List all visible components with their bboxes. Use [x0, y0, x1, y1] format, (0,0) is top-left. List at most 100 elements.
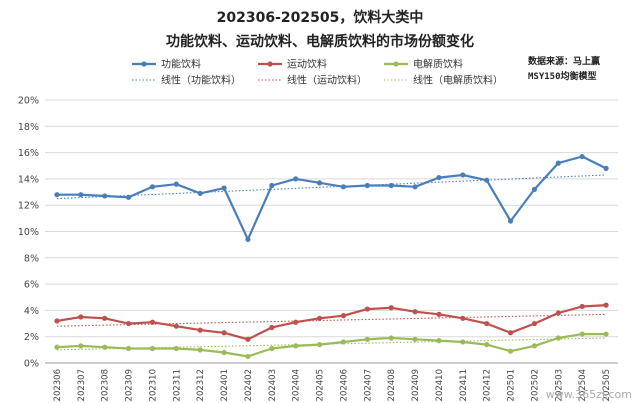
data-point — [555, 335, 561, 341]
x-tick-label: 202505 — [602, 369, 612, 401]
trendline — [56, 174, 607, 200]
data-point — [579, 153, 585, 160]
data-point — [173, 323, 179, 329]
x-tick-label: 202312 — [196, 369, 206, 401]
chart-title: 202306-202505，饮料大类中 — [217, 9, 424, 26]
y-tick-label: 10% — [18, 227, 39, 238]
data-point — [78, 314, 84, 320]
x-tick-label: 202504 — [578, 369, 588, 401]
data-point — [54, 318, 60, 324]
data-point — [125, 194, 132, 200]
x-tick-label: 202408 — [387, 369, 397, 401]
data-point — [579, 331, 585, 337]
data-point — [197, 347, 203, 353]
legend-series-label: 运动饮料 — [287, 58, 327, 71]
data-point — [173, 345, 179, 352]
x-tick-label: 202404 — [292, 369, 302, 401]
data-point — [221, 185, 227, 191]
data-point — [507, 348, 514, 354]
data-point — [340, 184, 347, 190]
x-tick-label: 202311 — [172, 369, 182, 401]
y-tick-label: 18% — [18, 122, 39, 133]
data-point — [603, 165, 609, 171]
data-series — [54, 153, 609, 360]
x-tick-label: 202402 — [244, 369, 254, 401]
data-point — [293, 343, 299, 349]
legend-series-marker — [267, 61, 273, 67]
data-point — [125, 345, 132, 352]
data-point — [364, 306, 370, 312]
x-tick-label: 202412 — [483, 369, 493, 401]
y-tick-label: 0% — [24, 359, 39, 370]
data-point — [484, 177, 490, 183]
source-note: 数据来源：马上赢 — [528, 55, 600, 67]
data-point — [221, 330, 227, 336]
watermark: www.365zj.com — [546, 388, 632, 401]
data-point — [460, 315, 466, 321]
data-point — [54, 344, 60, 350]
data-point — [221, 349, 227, 356]
data-point — [579, 303, 585, 310]
data-point — [388, 335, 394, 341]
data-point — [388, 305, 394, 311]
data-point — [484, 320, 490, 327]
y-axis-tick-labels: 0% 2% 4% 6% 8% 10% 12% 14% 16% 18% 20% — [18, 96, 39, 370]
y-tick-label: 6% — [24, 280, 39, 291]
legend-series-label: 功能饮料 — [161, 58, 201, 71]
data-point — [436, 338, 442, 344]
data-point — [388, 182, 394, 189]
data-point — [364, 182, 370, 189]
legend-trendline-label: 线性（功能饮料） — [161, 74, 241, 87]
data-point — [293, 319, 299, 325]
data-point — [436, 174, 442, 181]
data-point — [197, 327, 203, 333]
y-tick-label: 12% — [18, 201, 39, 212]
data-point — [412, 336, 418, 342]
data-point — [340, 313, 347, 319]
series-line — [56, 304, 607, 341]
x-tick-label: 202405 — [316, 369, 326, 401]
data-point — [364, 336, 370, 342]
x-tick-label: 202503 — [554, 369, 564, 401]
data-point — [531, 343, 538, 349]
data-point — [269, 345, 275, 352]
legend-series-marker — [141, 61, 147, 67]
data-point — [102, 315, 108, 321]
trendline — [56, 313, 607, 327]
data-point — [555, 310, 561, 316]
data-point — [316, 315, 323, 321]
data-point — [412, 184, 418, 190]
series-line — [56, 155, 607, 241]
x-tick-label: 202310 — [148, 369, 158, 401]
data-point — [149, 319, 156, 325]
data-point — [460, 172, 466, 178]
x-tick-label: 202401 — [220, 369, 230, 401]
data-point — [555, 160, 561, 166]
model-note: MSY150均衡模型 — [528, 70, 597, 82]
x-tick-label: 202306 — [53, 369, 63, 401]
y-tick-label: 20% — [18, 96, 39, 107]
y-tick-label: 4% — [24, 306, 39, 317]
data-point — [484, 341, 490, 348]
data-point — [173, 181, 179, 187]
data-point — [78, 343, 84, 349]
y-tick-label: 16% — [18, 148, 39, 159]
data-point — [507, 330, 514, 336]
chart-subtitle: 功能饮料、运动饮料、电解质饮料的市场份额变化 — [166, 33, 474, 50]
data-point — [125, 320, 132, 327]
data-point — [102, 193, 108, 199]
data-point — [603, 302, 609, 308]
data-point — [340, 339, 347, 345]
data-point — [460, 339, 466, 345]
data-point — [412, 309, 418, 315]
legend-series-label: 电解质饮料 — [413, 58, 463, 71]
x-axis-tick-labels: 202306 202307 202308 202309 202310 202311 2023… — [53, 369, 612, 401]
series-line — [56, 333, 607, 358]
data-point — [102, 344, 108, 350]
data-point — [507, 218, 514, 224]
data-point — [316, 180, 323, 186]
x-tick-label: 202308 — [101, 369, 111, 401]
data-point — [436, 311, 442, 317]
